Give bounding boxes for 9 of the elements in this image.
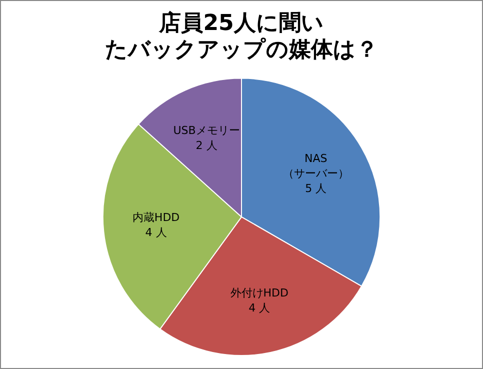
data-label: 4 人: [248, 301, 270, 314]
slice-label: NAS （サーバー）: [282, 152, 349, 180]
data-label: 4 人: [145, 226, 167, 240]
slice-label: USBメモリー: [173, 124, 240, 137]
slice-label: 外付けHDD: [230, 286, 288, 300]
slice-label: 内蔵HDD: [132, 211, 180, 224]
data-label: 5 人: [305, 182, 327, 195]
chart-title: 店員25人に聞いたバックアップの媒体は？: [105, 10, 378, 62]
data-label: 2 人: [196, 138, 218, 152]
